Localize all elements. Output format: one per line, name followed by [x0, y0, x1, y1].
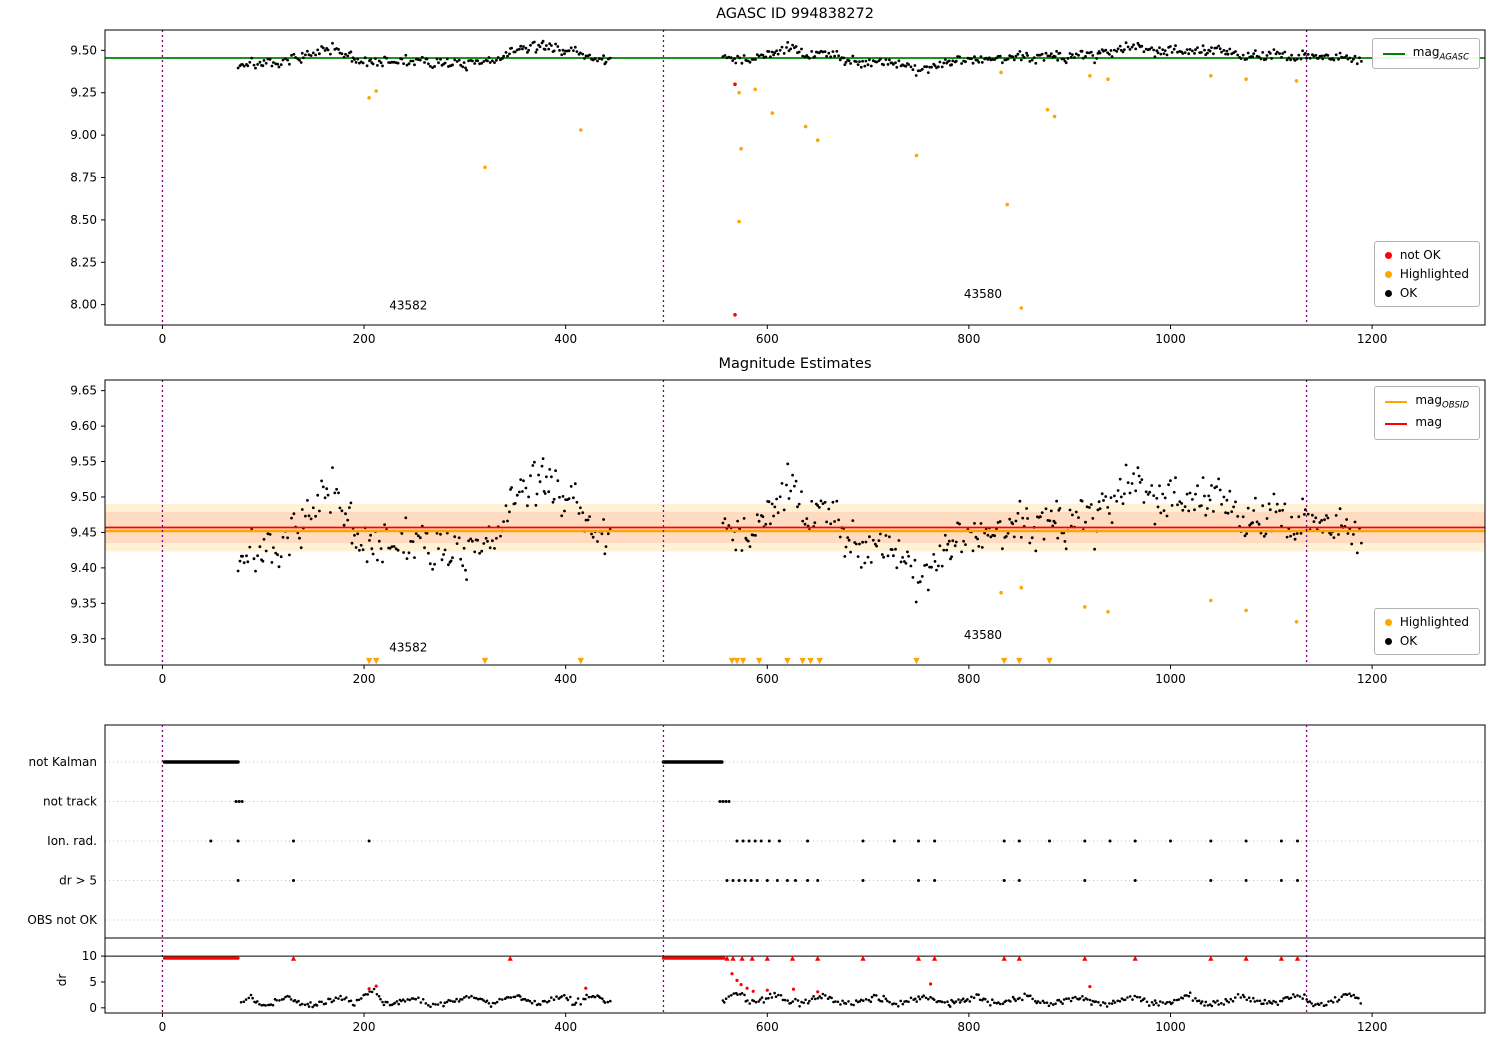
- panel2-title: Magnitude Estimates: [718, 356, 872, 372]
- legend-item-mag: mag: [1385, 415, 1469, 432]
- legend-item-not-ok: not OK: [1384, 248, 1469, 262]
- svg-text:8.50: 8.50: [70, 213, 97, 227]
- svg-text:not track: not track: [43, 795, 97, 809]
- legend-point-types-middle: Highlighted OK: [1373, 608, 1480, 655]
- ok-dot-swatch: [1384, 637, 1392, 645]
- svg-text:400: 400: [554, 672, 577, 686]
- legend-label-mag-obsid: magOBSID: [1415, 393, 1469, 411]
- legend-label-mag-agasc: magAGASC: [1412, 45, 1469, 63]
- svg-text:0: 0: [159, 1020, 167, 1034]
- svg-text:1000: 1000: [1155, 672, 1186, 686]
- legend-label-highlighted-mid: Highlighted: [1399, 615, 1469, 629]
- svg-text:1200: 1200: [1357, 332, 1388, 346]
- panel1-title: AGASC ID 994838272: [716, 6, 874, 22]
- legend-item-mag-agasc: magAGASC: [1382, 45, 1469, 63]
- svg-text:9.50: 9.50: [70, 43, 97, 57]
- svg-text:1200: 1200: [1357, 672, 1388, 686]
- svg-text:9.55: 9.55: [70, 455, 97, 469]
- svg-text:600: 600: [756, 332, 779, 346]
- svg-text:1000: 1000: [1155, 332, 1186, 346]
- svg-text:400: 400: [554, 332, 577, 346]
- panel1-agasc-mag: 0 200 400 600 800 1000 1200 9.50 9.25 9.00 8.75 8.5…: [70, 29, 1486, 346]
- svg-text:9.45: 9.45: [70, 525, 97, 539]
- svg-text:0: 0: [89, 1001, 97, 1015]
- legend-label-ok-mid: OK: [1399, 634, 1418, 648]
- legend-item-ok-mid: OK: [1384, 634, 1469, 648]
- svg-text:1200: 1200: [1357, 1020, 1388, 1034]
- svg-text:10: 10: [82, 949, 97, 963]
- legend-point-types-top: not OK Highlighted OK: [1373, 241, 1480, 307]
- svg-text:dr: dr: [55, 974, 69, 987]
- svg-text:200: 200: [353, 332, 376, 346]
- mag-agasc-line-swatch: [1382, 52, 1405, 55]
- legend-label-ok-top: OK: [1399, 286, 1418, 300]
- legend-mag-agasc: magAGASC: [1371, 38, 1480, 70]
- svg-text:43580: 43580: [964, 628, 1002, 642]
- svg-text:400: 400: [554, 1020, 577, 1034]
- svg-text:200: 200: [353, 1020, 376, 1034]
- svg-text:Ion. rad.: Ion. rad.: [47, 834, 97, 848]
- panel2-magnitude-estimates: 0 200 400 600 800 1000 1200 9.65 9.60 9.55 9.50 9.4…: [70, 379, 1486, 686]
- svg-text:200: 200: [353, 672, 376, 686]
- legend-item-mag-obsid: magOBSID: [1385, 393, 1469, 410]
- svg-text:600: 600: [756, 672, 779, 686]
- svg-text:0: 0: [159, 672, 167, 686]
- legend-mag-lines: magOBSID mag: [1374, 386, 1480, 440]
- highlighted-dot-swatch: [1384, 270, 1392, 278]
- svg-text:43582: 43582: [389, 641, 427, 655]
- svg-text:5: 5: [89, 975, 97, 989]
- legend-item-ok-top: OK: [1384, 286, 1469, 300]
- svg-text:not Kalman: not Kalman: [29, 755, 97, 769]
- not-ok-dot-swatch: [1384, 251, 1392, 259]
- legend-label-mag: mag: [1415, 415, 1443, 430]
- svg-text:800: 800: [957, 332, 980, 346]
- svg-text:43580: 43580: [964, 287, 1002, 301]
- svg-text:8.25: 8.25: [70, 255, 97, 269]
- svg-text:OBS not OK: OBS not OK: [27, 913, 98, 927]
- svg-text:8.75: 8.75: [70, 171, 97, 185]
- legend-item-highlighted-top: Highlighted: [1384, 267, 1469, 281]
- legend-label-not-ok: not OK: [1399, 248, 1441, 262]
- svg-text:9.65: 9.65: [70, 384, 97, 398]
- svg-text:9.40: 9.40: [70, 561, 97, 575]
- highlighted-dot-swatch: [1384, 618, 1392, 626]
- mag-line-swatch: [1385, 423, 1408, 426]
- svg-text:9.25: 9.25: [70, 86, 97, 100]
- svg-text:800: 800: [957, 672, 980, 686]
- mag-obsid-line-swatch: [1385, 400, 1408, 403]
- svg-text:9.30: 9.30: [70, 632, 97, 646]
- svg-text:0: 0: [159, 332, 167, 346]
- svg-text:dr > 5: dr > 5: [59, 874, 97, 888]
- svg-text:9.50: 9.50: [70, 490, 97, 504]
- svg-text:9.35: 9.35: [70, 596, 97, 610]
- svg-text:8.00: 8.00: [70, 298, 97, 312]
- panel3-flag-rows: not Kalman not track Ion. rad. dr > 5 OBS no…: [27, 724, 1486, 1013]
- svg-text:9.00: 9.00: [70, 128, 97, 142]
- svg-text:800: 800: [957, 1020, 980, 1034]
- svg-text:9.60: 9.60: [70, 419, 97, 433]
- legend-label-highlighted-top: Highlighted: [1399, 267, 1469, 281]
- svg-text:43582: 43582: [389, 299, 427, 313]
- svg-text:1000: 1000: [1155, 1020, 1186, 1034]
- panel4-dr: 0 200 400 600 800 1000 1200 10 5 0 dr: [55, 937, 1486, 1034]
- svg-text:600: 600: [756, 1020, 779, 1034]
- ok-dot-swatch: [1384, 289, 1392, 297]
- legend-item-highlighted-mid: Highlighted: [1384, 615, 1469, 629]
